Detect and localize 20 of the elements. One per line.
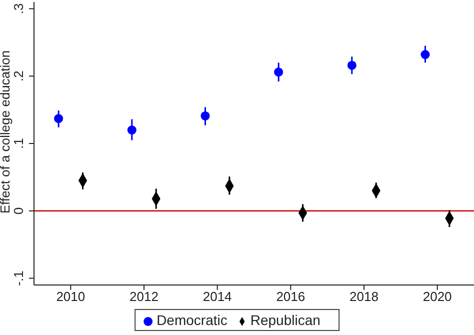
point — [420, 50, 430, 60]
point — [127, 126, 136, 135]
x-tick-label: 2016 — [276, 289, 306, 304]
legend-label: Republican — [250, 312, 320, 328]
y-tick-label: .2 — [11, 70, 26, 82]
y-tick-label: .1 — [11, 138, 26, 149]
y-tick-label: 0 — [11, 207, 26, 214]
legend-label: Democratic — [156, 312, 228, 328]
x-tick-label: 2018 — [350, 289, 378, 304]
x-tick-label: 2020 — [422, 289, 452, 304]
y-axis-title: Effect of a college education — [0, 50, 13, 214]
y-tick-label: .3 — [11, 3, 26, 14]
point — [54, 114, 64, 124]
x-tick-label: 2010 — [56, 289, 86, 304]
point — [200, 111, 210, 120]
point — [347, 60, 356, 70]
x-tick-label: 2014 — [202, 289, 232, 304]
x-tick-label: 2012 — [130, 289, 158, 304]
point — [274, 68, 284, 77]
y-tick-label: -.1 — [11, 270, 26, 286]
